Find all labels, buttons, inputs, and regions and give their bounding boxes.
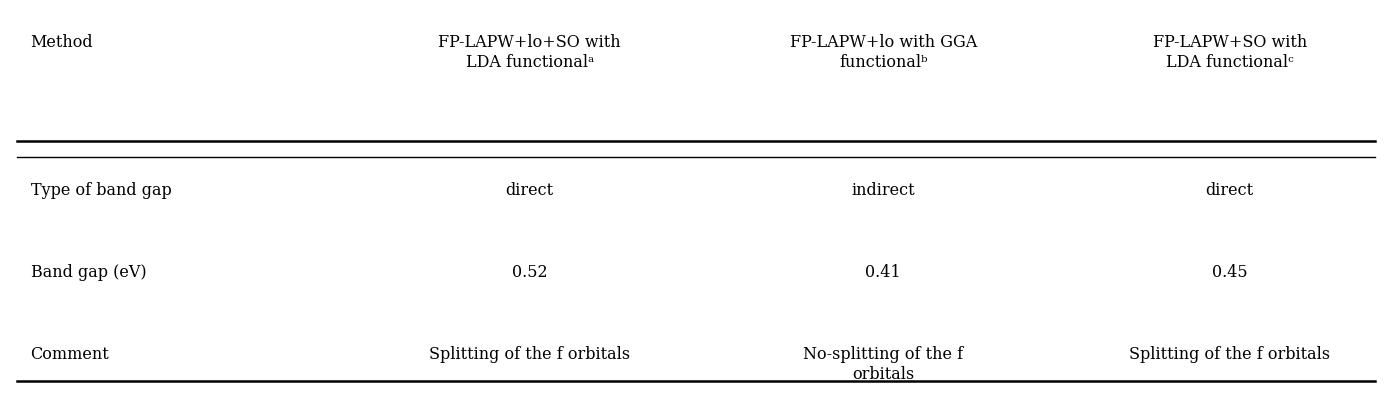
Text: direct: direct	[1205, 183, 1254, 199]
Text: 0.41: 0.41	[866, 265, 901, 282]
Text: indirect: indirect	[852, 183, 915, 199]
Text: Band gap (eV): Band gap (eV)	[31, 265, 146, 282]
Text: 0.52: 0.52	[512, 265, 547, 282]
Text: Splitting of the f orbitals: Splitting of the f orbitals	[429, 346, 631, 364]
Text: FP-LAPW+lo+SO with
LDA functionalᵃ: FP-LAPW+lo+SO with LDA functionalᵃ	[438, 34, 621, 70]
Text: 0.45: 0.45	[1212, 265, 1247, 282]
Text: direct: direct	[505, 183, 554, 199]
Text: Type of band gap: Type of band gap	[31, 183, 171, 199]
Text: Method: Method	[31, 34, 93, 51]
Text: No-splitting of the f
orbitals: No-splitting of the f orbitals	[803, 346, 963, 383]
Text: FP-LAPW+lo with GGA
functionalᵇ: FP-LAPW+lo with GGA functionalᵇ	[789, 34, 977, 70]
Text: FP-LAPW+SO with
LDA functionalᶜ: FP-LAPW+SO with LDA functionalᶜ	[1153, 34, 1307, 70]
Text: Splitting of the f orbitals: Splitting of the f orbitals	[1129, 346, 1331, 364]
Text: Comment: Comment	[31, 346, 109, 364]
